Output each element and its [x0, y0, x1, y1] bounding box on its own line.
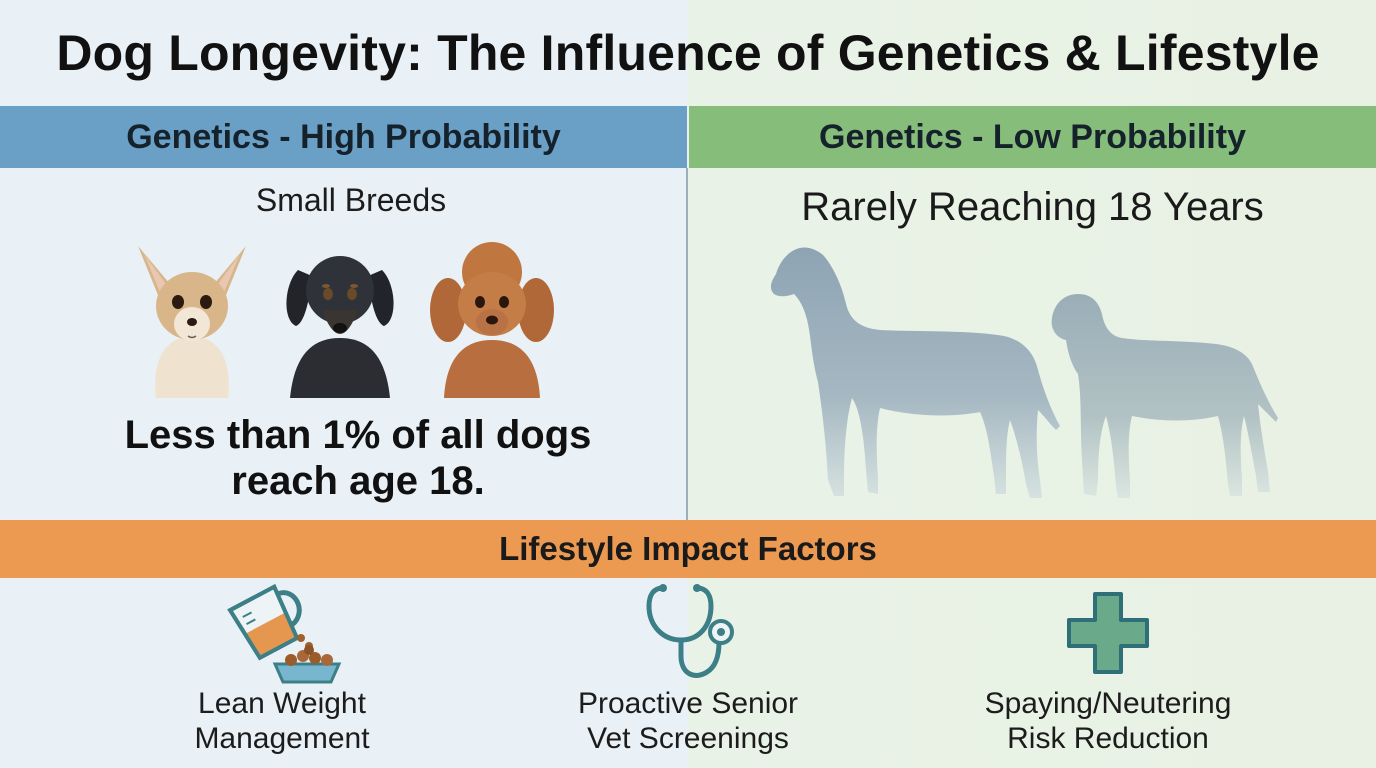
- factor-lean-weight-label: Lean Weight Management: [102, 686, 462, 756]
- stethoscope-icon: [646, 584, 734, 678]
- medical-cross-icon: [1067, 592, 1149, 674]
- factor-spay-neuter: Spaying/Neutering Risk Reduction: [928, 580, 1288, 756]
- factor-spay-neuter-label: Spaying/Neutering Risk Reduction: [928, 686, 1288, 756]
- factor-vet-screenings-label: Proactive Senior Vet Screenings: [508, 686, 868, 756]
- small-breeds-label: Small Breeds: [255, 182, 447, 218]
- factor-lean-weight-line2: Management: [194, 722, 370, 755]
- measuring-cup-food-bowl-icon: [227, 583, 342, 684]
- page-title: Dog Longevity: The Influence of Genetics…: [56, 25, 1320, 81]
- rarity-statement-line2: reach age 18.: [231, 459, 485, 503]
- great-dane-silhouette: [770, 247, 1060, 498]
- mastiff-silhouette: [1051, 294, 1278, 498]
- rarely-reaching-label: Rarely Reaching 18 Years: [801, 185, 1264, 229]
- poodle-photo: [430, 242, 554, 398]
- factor-vet-screenings-line1: Proactive Senior: [577, 687, 799, 720]
- factor-spay-neuter-line2: Risk Reduction: [1007, 722, 1209, 755]
- factor-vet-screenings: Proactive Senior Vet Screenings: [508, 580, 868, 756]
- dachshund-photo: [286, 256, 394, 398]
- factor-spay-neuter-line1: Spaying/Neutering: [984, 687, 1232, 720]
- panel-divider: [686, 168, 688, 520]
- factor-lean-weight: Lean Weight Management: [102, 580, 462, 756]
- factor-vet-screenings-line2: Vet Screenings: [587, 722, 789, 755]
- rarity-statement-line1: Less than 1% of all dogs: [124, 413, 592, 457]
- large-breed-silhouettes: [770, 247, 1278, 498]
- chihuahua-photo: [138, 246, 246, 398]
- genetics-low-header: Genetics - Low Probability: [689, 106, 1376, 168]
- genetics-high-header: Genetics - High Probability: [0, 106, 687, 168]
- factor-lean-weight-line1: Lean Weight: [198, 687, 366, 720]
- lifestyle-header: Lifestyle Impact Factors: [0, 520, 1376, 578]
- rarity-statement: Less than 1% of all dogs reach age 18.: [0, 412, 716, 504]
